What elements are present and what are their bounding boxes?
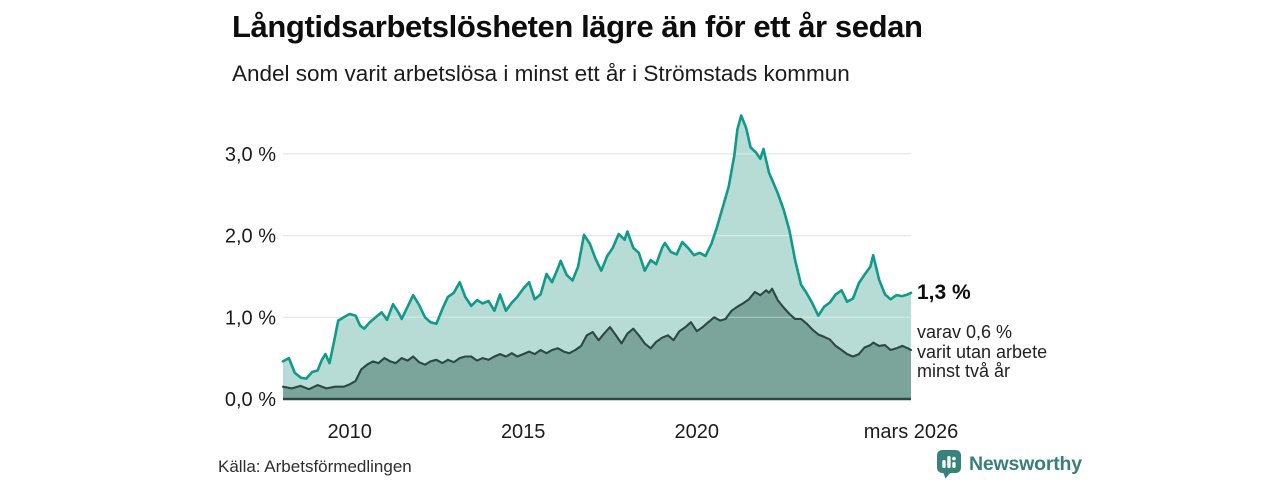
x-axis-tick-labels: 2010 2015 2020 mars 2026 — [327, 421, 958, 443]
secondary-annotation-line: varav 0,6 % — [917, 322, 1013, 342]
newsworthy-branding: Newsworthy — [936, 448, 1082, 480]
newsworthy-wordmark: Newsworthy — [969, 452, 1082, 475]
x-tick-label: mars 2026 — [864, 421, 959, 443]
area-fill-very-long-term-unemployment — [283, 288, 911, 399]
source-attribution: Källa: Arbetsförmedlingen — [218, 457, 412, 476]
secondary-annotation-line: varit utan arbete — [917, 341, 1048, 362]
x-tick-label: 2015 — [501, 421, 546, 443]
x-tick-label: 2020 — [675, 421, 720, 443]
line-very-long-term-unemployment — [281, 287, 913, 391]
line-long-term-unemployment — [281, 114, 913, 380]
newsworthy-logo-icon — [937, 450, 961, 479]
y-tick-label: 1,0 % — [225, 307, 276, 329]
secondary-annotation-line: minst två år — [917, 361, 1011, 381]
page-title: Långtidsarbetslösheten lägre än för ett … — [232, 9, 923, 44]
y-tick-label: 3,0 % — [225, 144, 276, 166]
y-tick-label: 2,0 % — [225, 226, 276, 248]
y-tick-label: 0,0 % — [225, 389, 276, 411]
x-tick-label: 2010 — [327, 421, 372, 443]
secondary-series-annotation: varav 0,6 % varit utan arbete minst två … — [917, 322, 1048, 382]
y-axis-tick-labels: 0,0 % 1,0 % 2,0 % 3,0 % — [225, 144, 276, 411]
latest-value-annotation: 1,3 % — [917, 281, 971, 304]
chart-subtitle: Andel som varit arbetslösa i minst ett å… — [232, 61, 850, 86]
